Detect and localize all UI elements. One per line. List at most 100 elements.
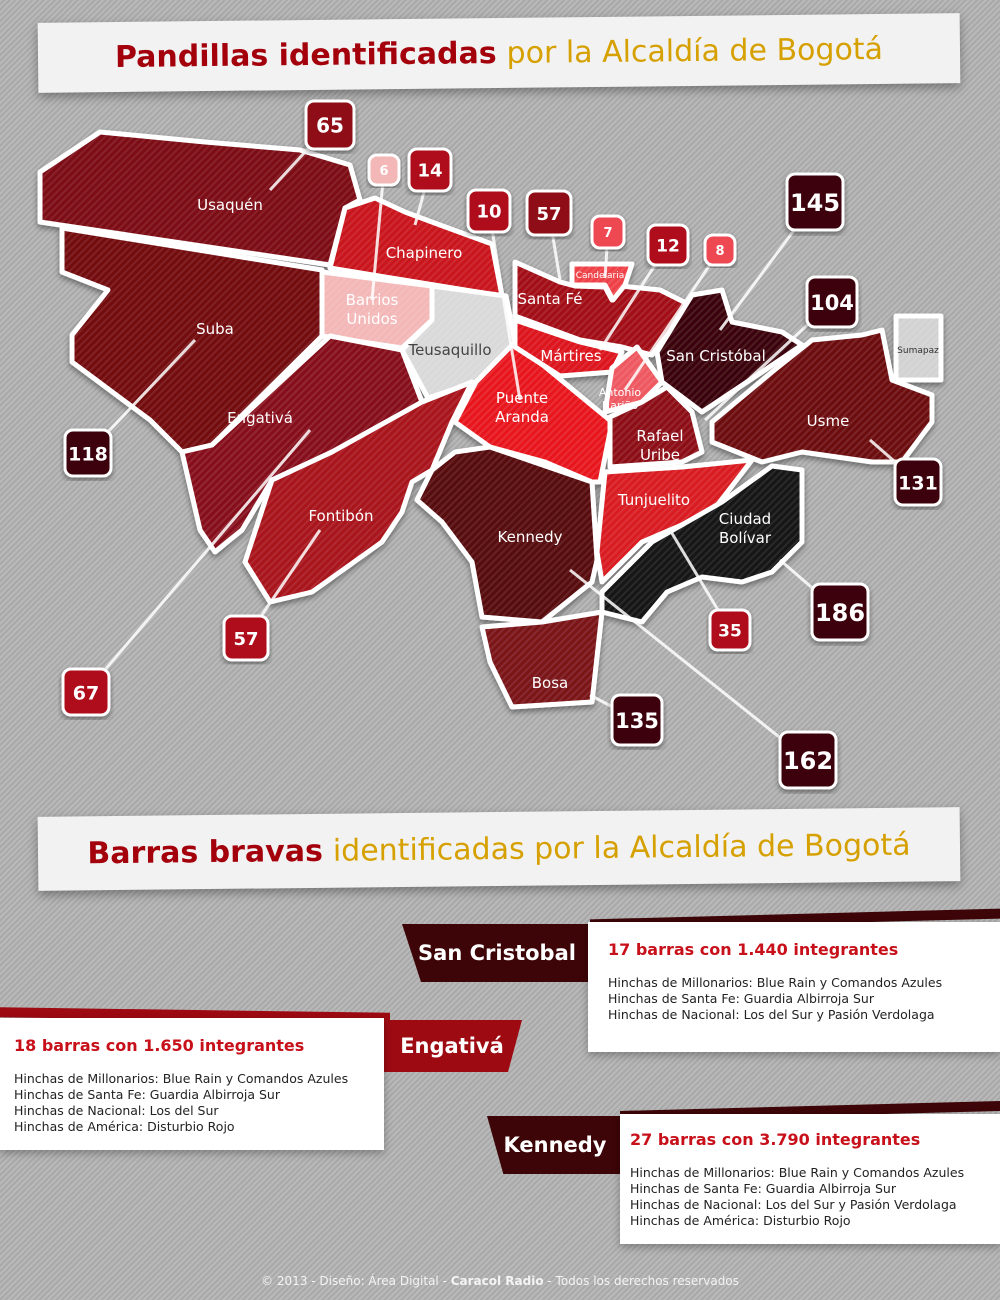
region-hatch [657,290,802,412]
count-value: 145 [790,189,840,217]
count-value: 10 [476,202,501,223]
count-badge-martires [646,223,690,267]
card-line: Hinchas de Millonarios: Blue Rain y Coma… [608,975,943,990]
footer-pre: © 2013 - Diseño: Área Digital - [261,1274,451,1288]
count-badge-candelaria [590,214,626,250]
barras-card-kennedy: 27 barras con 3.790 integrantes Hinchas … [620,1114,1000,1244]
count-badge-fontibon [222,614,270,662]
region-label-martires: Mártires [540,347,601,365]
region-hatch [182,336,422,552]
locality-tag-san-cristobal: San Cristobal [402,924,592,982]
region-label-tunjuelito: Tunjuelito [617,491,690,509]
count-badge-puente [466,188,512,234]
barras-card-engativa: 18 barras con 1.650 integrantes Hinchas … [0,1018,384,1150]
count-value: 65 [316,114,344,138]
count-value: 186 [815,599,865,627]
region-label-rafael: Rafael Uribe [636,427,683,464]
count-badge-tunjuelito [708,608,752,652]
region-hatch [40,132,360,265]
region-hatch [597,460,752,582]
region-hatch [602,466,802,622]
region-label-bosa: Bosa [532,674,568,692]
locality-tag-engativa: Engativá [382,1020,522,1072]
count-badge-suba [63,428,113,478]
bogota-map: Usaquén Chapinero Barrios Unidos Teusaquillo… [37,99,944,790]
leader-line [487,210,522,401]
region-hatch [330,198,502,296]
region-label-teusaquillo: Teusaquillo [407,341,491,359]
region-hatch [610,387,702,467]
region-label-sumapaz: Sumapaz [897,346,939,356]
count-value: 8 [715,244,724,259]
footer-brand: Caracol Radio [450,1274,544,1288]
card-headline: 17 barras con 1.440 integrantes [608,940,899,959]
count-value: 135 [615,709,659,733]
footer-post: - Todos los derechos reservados [543,1274,739,1288]
card-line: Hinchas de Santa Fe: Guardia Albirroja S… [608,991,874,1006]
region-label-bolivar: Ciudad Bolívar [719,510,772,547]
locality-tag-kennedy: Kennedy [487,1116,623,1174]
region-hatch [322,272,432,348]
region-label-santafe: Santa Fé [517,290,582,308]
count-value: 14 [417,161,442,182]
region-label-engativa: Engativá [227,409,293,427]
count-badge-bolivar [810,582,870,642]
card-line: Hinchas de Santa Fe: Guardia Albirroja S… [630,1181,896,1196]
region-label-suba: Suba [196,320,234,338]
count-value: 6 [379,164,388,179]
count-badge-santafe [525,189,573,237]
count-badge-antonio [703,233,737,267]
card-line: Hinchas de América: Disturbio Rojo [14,1119,235,1134]
region-hatch [482,612,602,707]
leader-line [623,249,722,391]
count-badge-bosa [610,693,664,747]
count-value: 67 [73,682,99,704]
region-hatch [572,264,632,300]
leader-line [84,429,312,693]
region-label-kennedy: Kennedy [498,528,563,546]
count-value: 57 [536,204,561,225]
region-label-barrios: Barrios Unidos [346,291,399,328]
count-value: 57 [233,629,258,650]
card-line: Hinchas de Millonarios: Blue Rain y Coma… [14,1071,349,1086]
region-label-chapinero: Chapinero [386,244,463,262]
count-value: 12 [656,236,680,256]
title-strong: Barras bravas [87,833,324,871]
count-value: 7 [603,226,612,241]
footer-credits: © 2013 - Diseño: Área Digital - Caracol … [0,1274,1000,1288]
region-label-usme: Usme [807,412,850,430]
barras-card-san-cristobal: 17 barras con 1.440 integrantes Hinchas … [588,922,1000,1052]
region-hatch [417,447,597,622]
region-label-sancristobal: San Cristóbal [666,347,766,365]
count-value: 35 [718,621,742,641]
region-label-candelaria: Candelaria [576,271,625,281]
region-label-usaquen: Usaquén [197,196,263,214]
region-label-antonio: Antonio Nariño [599,386,642,412]
count-badge-barrios [367,153,401,187]
count-value: 162 [783,747,833,775]
count-badge-kennedy [778,730,838,790]
leader-line [370,169,386,301]
region-label-fontibon: Fontibón [308,507,373,525]
leader-line [569,568,809,762]
count-badge-chapinero [407,147,453,193]
card-line: Hinchas de Nacional: Los del Sur y Pasió… [608,1007,935,1022]
count-badge-sancristobal [785,172,845,232]
region-hatch [515,262,690,355]
count-badge-usme [893,457,943,507]
count-value: 131 [898,472,938,494]
region-hatch [515,320,622,376]
region-label-puente: Puente Aranda [495,389,549,426]
barras-title-banner: Barras bravas identificadas por la Alcal… [37,807,961,891]
card-line: Hinchas de América: Disturbio Rojo [630,1213,851,1228]
card-line: Hinchas de Santa Fe: Guardia Albirroja S… [14,1087,280,1102]
count-value: 104 [810,291,854,315]
card-headline: 18 barras con 1.650 integrantes [14,1036,305,1055]
card-line: Hinchas de Millonarios: Blue Rain y Coma… [630,1165,965,1180]
card-headline: 27 barras con 3.790 integrantes [630,1130,921,1149]
count-value: 118 [68,443,108,465]
region-hatch [62,228,322,452]
card-line: Hinchas de Nacional: Los del Sur [14,1103,219,1118]
region-hatch [712,330,932,462]
region-hatch [896,316,941,380]
